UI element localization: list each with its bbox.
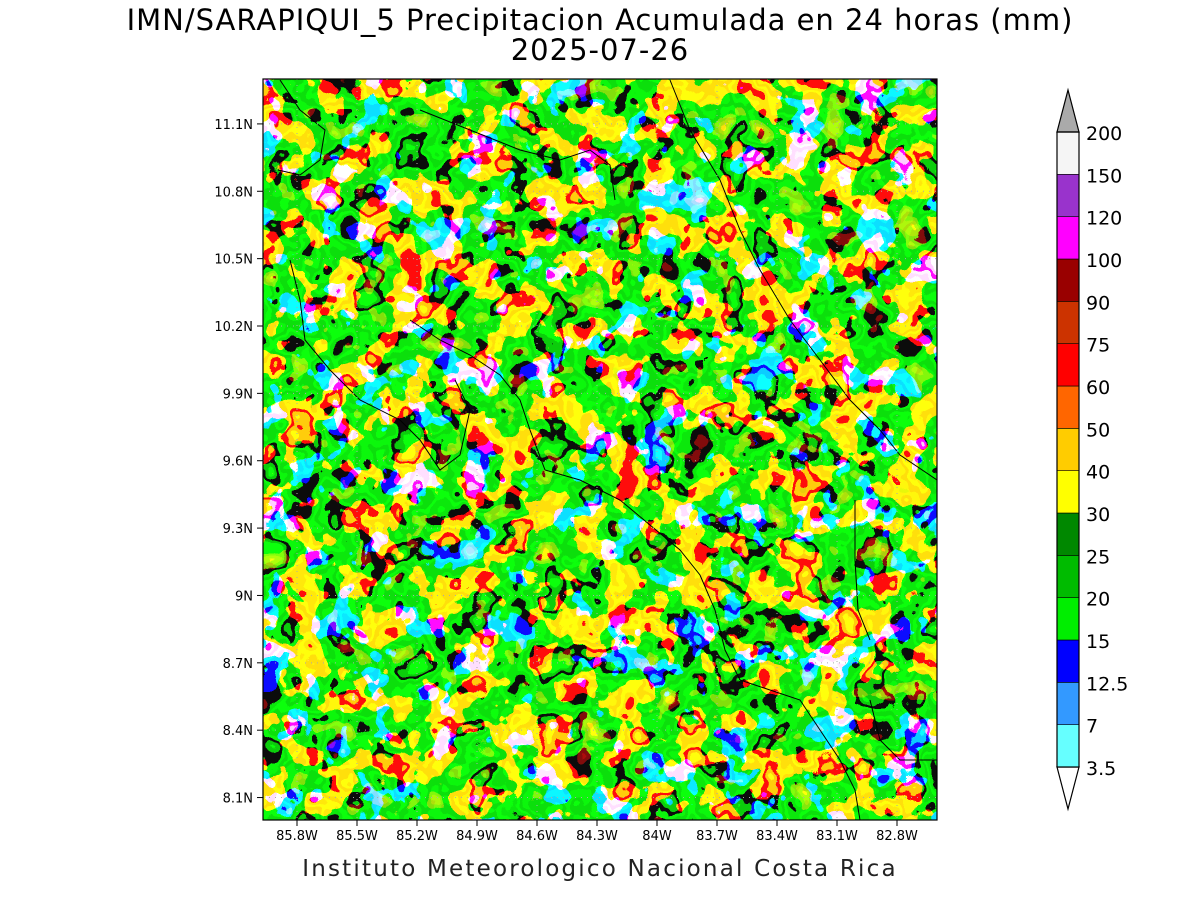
y-tick-label: 9.6N (223, 455, 253, 470)
colorbar-swatch (1056, 724, 1080, 768)
colorbar-swatch (1056, 301, 1080, 344)
y-tick-label: 9.3N (223, 522, 253, 537)
colorbar-label: 20 (1086, 589, 1110, 611)
y-tick-label: 10.8N (214, 185, 253, 200)
colorbar-swatch (1056, 343, 1080, 387)
colorbar-label: 7 (1086, 716, 1098, 738)
colorbar-label: 40 (1086, 462, 1110, 484)
colorbar-label: 75 (1086, 335, 1110, 357)
y-tick-label: 10.5N (214, 253, 253, 268)
colorbar-frame (1056, 131, 1080, 768)
y-tick-label: 8.7N (223, 657, 253, 672)
colorbar-label: 120 (1086, 208, 1122, 230)
colorbar-swatch (1056, 682, 1080, 725)
x-tick-label: 83.7W (696, 829, 738, 844)
y-tick-label: 8.4N (223, 724, 253, 739)
y-tick-label: 11.1N (214, 118, 253, 133)
footer-credit: Instituto Meteorologico Nacional Costa R… (302, 856, 898, 882)
colorbar-swatch (1056, 428, 1080, 471)
coastlines (277, 79, 937, 820)
colorbar-swatch (1056, 131, 1080, 175)
x-tick-label: 85.2W (396, 829, 438, 844)
x-tick-label: 84.6W (516, 829, 558, 844)
x-tick-label: 84.9W (456, 829, 498, 844)
x-tick-label: 85.8W (276, 829, 318, 844)
x-axis: 85.8W 85.5W 85.2W 84.9W 84.6W 84.3W 84W 83.7W 83… (276, 820, 918, 844)
x-tick-label: 82.8W (876, 829, 918, 844)
colorbar-swatch (1056, 597, 1080, 641)
colorbar-label: 30 (1086, 504, 1110, 526)
colorbar-label: 200 (1086, 123, 1122, 145)
colorbar-under-arrow (1056, 766, 1080, 812)
colorbar-swatch (1056, 470, 1080, 514)
colorbar-swatch (1056, 512, 1080, 556)
colorbar-swatch (1056, 385, 1080, 429)
colorbar-label: 50 (1086, 419, 1110, 441)
colorbar-label: 150 (1086, 165, 1122, 187)
map-title: IMN/SARAPIQUI_5 Precipitacion Acumulada … (126, 3, 1074, 37)
colorbar-label: 90 (1086, 292, 1110, 314)
map-date: 2025-07-26 (510, 33, 690, 67)
precipitation-field (263, 79, 937, 820)
x-tick-label: 83.4W (756, 829, 798, 844)
colorbar-swatch (1056, 555, 1080, 598)
colorbar-swatch (1056, 216, 1080, 260)
colorbar: 3.5 7 12.5 15 20 25 30 40 50 60 75 90 100 120 150 200 (1056, 87, 1128, 812)
colorbar-label: 3.5 (1086, 758, 1116, 780)
colorbar-label: 60 (1086, 377, 1110, 399)
x-tick-label: 85.5W (336, 829, 378, 844)
y-tick-label: 9N (235, 589, 253, 604)
x-tick-label: 83.1W (816, 829, 858, 844)
colorbar-swatch (1056, 639, 1080, 683)
y-axis: 11.1N 10.8N 10.5N 10.2N 9.9N 9.6N 9.3N 9N 8.7N 8.… (214, 118, 263, 807)
x-tick-label: 84W (642, 829, 672, 844)
colorbar-label: 12.5 (1086, 673, 1128, 695)
colorbar-label: 25 (1086, 546, 1110, 568)
x-tick-label: 84.3W (576, 829, 618, 844)
y-tick-label: 10.2N (214, 320, 253, 335)
y-tick-label: 8.1N (223, 792, 253, 807)
colorbar-over-arrow (1056, 87, 1080, 133)
y-tick-label: 9.9N (223, 387, 253, 402)
colorbar-label: 100 (1086, 250, 1122, 272)
colorbar-label: 15 (1086, 631, 1110, 653)
colorbar-swatch (1056, 174, 1080, 217)
colorbar-swatch (1056, 258, 1080, 302)
grid-lines (263, 79, 937, 820)
map-frame (262, 78, 938, 821)
